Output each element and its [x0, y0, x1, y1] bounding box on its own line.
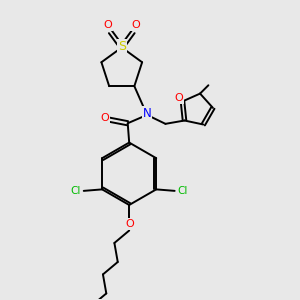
Text: S: S: [118, 40, 126, 53]
Text: Cl: Cl: [178, 186, 188, 196]
Text: O: O: [104, 20, 112, 31]
Text: O: O: [131, 20, 140, 31]
Text: O: O: [125, 219, 134, 229]
Text: N: N: [143, 107, 152, 120]
Text: Cl: Cl: [70, 186, 81, 196]
Text: O: O: [100, 113, 109, 123]
Text: O: O: [175, 93, 183, 103]
